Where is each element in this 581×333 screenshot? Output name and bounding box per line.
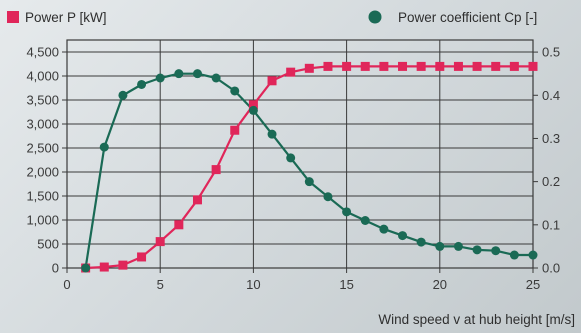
data-point-power <box>323 61 333 71</box>
y-right-tick-label: 0.4 <box>542 88 560 103</box>
x-tick-label: 10 <box>246 277 260 292</box>
data-point-cp <box>248 105 258 115</box>
legend-marker-power <box>7 11 19 23</box>
data-point-cp <box>491 246 501 256</box>
data-point-power <box>211 165 221 175</box>
x-axis-ticks: 0 5 10 15 20 25 <box>63 268 540 292</box>
x-axis-title: Wind speed v at hub height [m/s] <box>378 312 575 327</box>
data-point-power <box>416 61 426 71</box>
data-point-power <box>379 61 389 71</box>
data-point-cp <box>323 192 333 202</box>
gridlines <box>67 40 533 268</box>
data-point-cp <box>398 231 408 241</box>
y-left-tick-label: 1,500 <box>26 189 59 204</box>
y-right-tick-label: 0.5 <box>542 45 560 60</box>
y-left-tick-label: 1,000 <box>26 213 59 228</box>
data-point-power <box>230 125 240 135</box>
data-point-cp <box>174 69 184 79</box>
data-point-cp <box>435 241 445 251</box>
data-point-power <box>304 63 314 73</box>
data-point-cp <box>211 73 221 83</box>
series-line-power <box>85 65 533 270</box>
data-point-cp <box>230 86 240 96</box>
legend: Power P [kW] Power coefficient Cp [-] <box>7 10 537 25</box>
series-line-cp <box>84 72 533 269</box>
legend-label-cp: Power coefficient Cp [-] <box>398 10 537 25</box>
data-point-power <box>398 61 408 71</box>
y-axis-right-ticks: 0.0 0.1 0.2 0.3 0.4 0.5 <box>533 45 560 276</box>
y-right-tick-label: 0.1 <box>542 217 560 232</box>
data-point-power <box>491 61 501 71</box>
y-left-tick-label: 4,500 <box>26 45 59 60</box>
data-point-cp <box>528 250 538 260</box>
data-point-power <box>509 61 519 71</box>
y-left-tick-label: 4,000 <box>26 69 59 84</box>
data-point-cp <box>137 79 147 89</box>
data-point-power <box>118 260 128 270</box>
data-point-power <box>174 220 184 230</box>
data-point-power <box>99 262 109 272</box>
x-tick-label: 25 <box>526 277 540 292</box>
data-point-cp <box>453 241 463 251</box>
y-right-tick-label: 0.2 <box>542 174 560 189</box>
data-point-power <box>528 61 538 71</box>
data-point-cp <box>118 90 128 100</box>
data-point-cp <box>472 245 482 255</box>
data-point-cp <box>360 216 370 225</box>
y-left-tick-label: 2,000 <box>26 165 59 180</box>
axes <box>66 39 534 269</box>
series-markers <box>81 61 538 273</box>
y-axis-left-ticks: 0 500 1,000 1,500 2,000 2,500 3,000 3,500 4,000 4… <box>26 45 67 276</box>
y-right-tick-label: 0.3 <box>542 131 560 146</box>
data-point-cp <box>304 177 314 187</box>
data-point-cp <box>379 224 389 234</box>
legend-marker-cp <box>368 10 382 24</box>
x-tick-label: 0 <box>63 277 70 292</box>
data-point-cp <box>99 142 109 152</box>
data-point-power <box>155 237 165 247</box>
data-point-power <box>286 67 296 77</box>
data-point-power <box>453 61 463 71</box>
data-point-cp <box>416 237 426 247</box>
data-point-power <box>192 195 202 205</box>
plot-frame <box>66 39 534 269</box>
data-point-cp <box>81 263 91 273</box>
x-tick-label: 15 <box>339 277 353 292</box>
legend-label-power: Power P [kW] <box>25 10 107 25</box>
data-point-power <box>472 61 482 71</box>
x-tick-label: 5 <box>157 277 164 292</box>
data-point-power <box>248 100 258 110</box>
data-point-power <box>342 61 352 71</box>
data-point-power <box>137 252 147 262</box>
data-point-cp <box>509 250 519 260</box>
data-point-power <box>435 61 445 71</box>
y-left-tick-label: 3,500 <box>26 93 59 108</box>
data-point-cp <box>267 129 277 139</box>
y-left-tick-label: 0 <box>52 261 59 276</box>
data-point-power <box>360 61 370 71</box>
data-point-cp <box>155 73 165 83</box>
series-lines <box>84 65 533 270</box>
y-left-tick-label: 3,000 <box>26 117 59 132</box>
y-left-tick-label: 2,500 <box>26 141 59 156</box>
data-point-cp <box>192 69 202 79</box>
data-point-power <box>267 76 277 86</box>
x-tick-label: 20 <box>433 277 447 292</box>
y-left-tick-label: 500 <box>37 237 59 252</box>
data-point-cp <box>286 153 296 163</box>
y-right-tick-label: 0.0 <box>542 261 560 276</box>
data-point-cp <box>342 207 352 217</box>
